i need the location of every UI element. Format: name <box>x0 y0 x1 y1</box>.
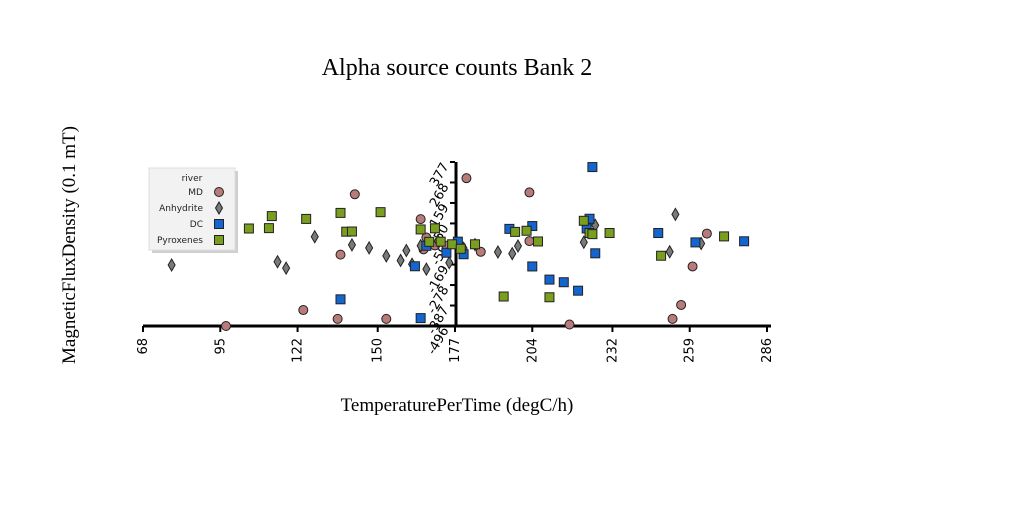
dc-point <box>690 237 701 248</box>
dc-point <box>409 261 420 272</box>
x-tick-label: 122 <box>291 338 306 363</box>
md-point <box>676 299 687 310</box>
x-axis-label: TemperaturePerTime (degC/h) <box>341 395 574 416</box>
pyroxenes-point <box>498 291 509 302</box>
anhydrite-point <box>513 238 523 253</box>
pyroxenes-point <box>435 236 446 247</box>
md-point <box>461 173 472 184</box>
md-point <box>415 214 426 225</box>
x-tick-label: 286 <box>760 338 775 363</box>
pyroxenes-point <box>587 229 598 240</box>
legend-title: river <box>182 174 203 184</box>
dc-point <box>527 261 538 272</box>
anhydrite-point <box>310 229 319 244</box>
anhydrite-point <box>347 237 357 252</box>
data-points <box>167 162 750 331</box>
legend-label: Anhydrite <box>159 204 203 214</box>
pyroxenes-point <box>335 207 346 218</box>
anhydrite-point <box>402 243 411 258</box>
md-point <box>667 313 678 324</box>
anhydrite-point <box>665 244 674 259</box>
dc-point <box>590 248 601 259</box>
x-ticks: 68 95 122 150 177 204 232 259 286 <box>136 326 775 363</box>
pyroxenes-point <box>301 213 312 224</box>
anhydrite-point <box>365 240 374 255</box>
legend-label: DC <box>190 220 203 230</box>
y-tick-label: 377 <box>427 161 452 190</box>
md-point <box>524 236 535 247</box>
x-tick-label: 68 <box>136 338 151 355</box>
md-point <box>524 187 535 198</box>
anhydrite-point <box>579 235 588 250</box>
pyroxenes-point <box>266 211 277 222</box>
dc-point <box>415 313 426 324</box>
pyroxenes-point <box>415 224 426 235</box>
anhydrite-point <box>493 244 503 259</box>
md-point <box>475 246 486 257</box>
md-point <box>564 319 575 330</box>
chart-title: Alpha source counts Bank 2 <box>322 55 593 81</box>
anhydrite-point <box>167 257 176 272</box>
legend-label: MD <box>188 188 203 198</box>
legend-marker-md <box>214 187 224 197</box>
legend-marker-pyroxenes <box>214 235 224 245</box>
anhydrite-point <box>273 254 282 269</box>
anhydrite-point <box>382 248 391 263</box>
pyroxenes-point <box>424 236 435 247</box>
anhydrite-point <box>671 207 680 222</box>
pyroxenes-point <box>263 223 274 234</box>
dc-point <box>558 277 569 288</box>
anhydrite-point <box>396 253 405 268</box>
anhydrite-point <box>445 255 454 270</box>
pyroxenes-point <box>510 226 521 237</box>
pyroxenes-point <box>719 231 730 242</box>
x-tick-label: 232 <box>605 338 620 363</box>
pyroxenes-point <box>533 236 544 247</box>
dc-point <box>587 162 598 173</box>
x-tick-label: 150 <box>371 338 386 363</box>
x-tick-label: 204 <box>525 338 540 363</box>
pyroxenes-point <box>243 223 254 234</box>
md-point <box>335 249 346 260</box>
md-point <box>349 189 360 200</box>
pyroxenes-point <box>429 223 440 234</box>
md-point <box>687 261 698 272</box>
pyroxenes-point <box>544 292 555 303</box>
pyroxenes-point <box>447 239 458 250</box>
legend-marker-dc <box>214 219 224 229</box>
md-point <box>381 313 392 324</box>
md-point <box>298 305 309 316</box>
x-tick-label: 259 <box>683 338 698 363</box>
y-axis-label: MagneticFluxDensity (0.1 mT) <box>59 126 80 364</box>
legend-marker-anhydrite <box>214 201 224 215</box>
dc-point <box>573 285 584 296</box>
legend: river MD Anhydrite DC Pyroxenes <box>148 167 238 253</box>
anhydrite-point <box>282 261 291 276</box>
dc-point <box>335 294 346 305</box>
anhydrite-point <box>508 246 517 261</box>
pyroxenes-point <box>375 207 386 218</box>
pyroxenes-point <box>346 226 357 237</box>
pyroxenes-point <box>604 228 615 239</box>
md-point <box>332 313 343 324</box>
anhydrite-point <box>422 262 431 277</box>
md-point <box>221 321 232 331</box>
pyroxenes-point <box>455 243 466 254</box>
dc-point <box>441 247 452 258</box>
x-tick-label: 177 <box>448 338 463 363</box>
md-point <box>701 228 712 239</box>
dc-point <box>739 236 750 247</box>
pyroxenes-point <box>656 250 667 261</box>
pyroxenes-point <box>578 215 589 226</box>
pyroxenes-point <box>470 239 481 250</box>
legend-items: MD Anhydrite DC Pyroxenes <box>157 187 224 246</box>
dc-point <box>653 228 664 239</box>
legend-label: Pyroxenes <box>157 236 203 246</box>
dc-point <box>544 274 555 285</box>
x-tick-label: 95 <box>213 338 228 355</box>
pyroxenes-point <box>521 225 532 236</box>
